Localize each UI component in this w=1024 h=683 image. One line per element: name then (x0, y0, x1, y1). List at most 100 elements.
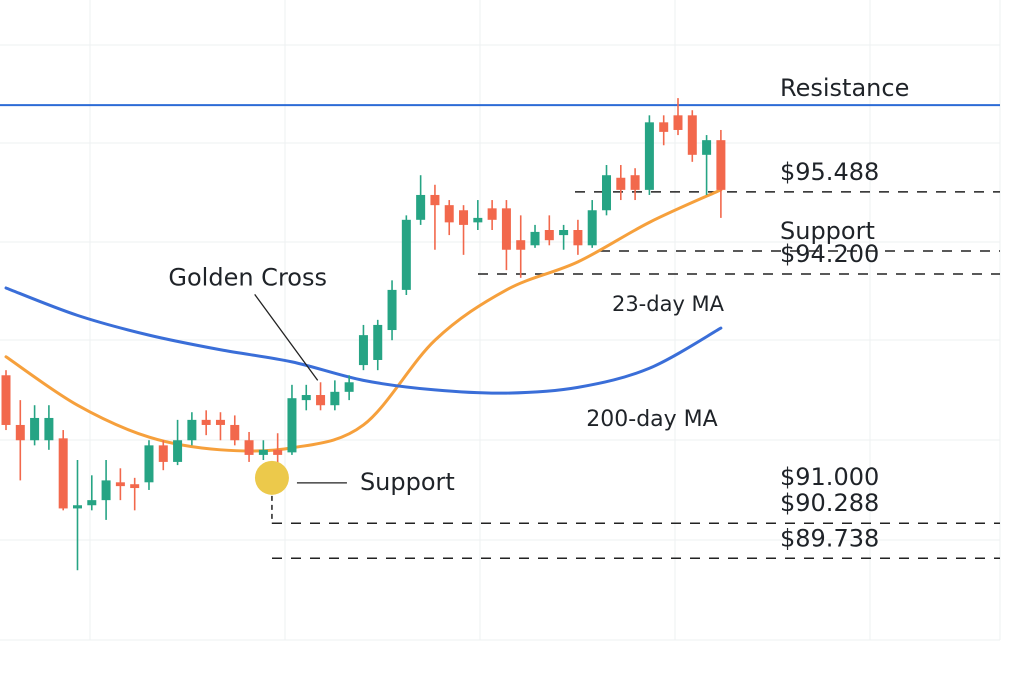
level-label: $95.488 (780, 158, 879, 186)
candle (258, 440, 268, 461)
moving-average-line (4, 286, 723, 395)
candle-body (44, 417, 54, 441)
level-label: $94.200 (780, 240, 879, 268)
candle (30, 405, 40, 446)
candle-body (687, 115, 697, 155)
candle-body (487, 208, 497, 220)
candle-body (144, 445, 154, 483)
candle (459, 205, 469, 255)
candle-body (158, 445, 168, 462)
candle-body (459, 210, 469, 225)
candle-body (501, 208, 511, 250)
candle-body (173, 440, 183, 462)
candle-body (416, 194, 426, 220)
candle (230, 415, 240, 446)
candle-body (430, 194, 440, 206)
candle-body (587, 210, 597, 246)
candle-body (530, 231, 540, 246)
candle (659, 115, 669, 146)
candle-body (559, 230, 569, 236)
background-grid (0, 0, 1001, 641)
candle-body (358, 335, 368, 366)
candle (158, 440, 168, 471)
candle (516, 215, 526, 278)
candle (72, 460, 82, 571)
candle (287, 384, 297, 455)
candle-body (401, 219, 411, 290)
level-label: Support (780, 217, 875, 245)
candle (487, 200, 497, 231)
support-label: Support (360, 468, 455, 496)
candle-body (644, 122, 654, 190)
golden-cross-label: Golden Cross (168, 263, 327, 291)
candle-body (244, 440, 254, 455)
candle (187, 412, 197, 446)
candle (373, 319, 383, 371)
candle-body (287, 398, 297, 453)
candle-body (444, 205, 454, 223)
candle (673, 98, 683, 136)
candle-body (301, 395, 311, 401)
candle (616, 165, 626, 201)
candle (244, 431, 254, 462)
candle-body (87, 500, 97, 506)
candle-body (72, 505, 82, 509)
golden-cross-pointer (254, 293, 319, 381)
candle (201, 410, 211, 436)
candle-body (673, 115, 683, 130)
candle-body (115, 482, 125, 487)
candle-body (15, 424, 25, 441)
candle (101, 460, 111, 520)
candle-body (344, 382, 354, 392)
level-label: $90.288 (780, 489, 879, 517)
candle (358, 324, 368, 371)
candle (702, 135, 712, 195)
candle-body (1, 375, 11, 425)
moving-average-line (4, 188, 723, 453)
candle (687, 110, 697, 162)
candle (330, 380, 340, 411)
candle-body (544, 230, 554, 241)
candle-body (101, 480, 111, 501)
candle-body (258, 449, 268, 455)
level-label: $89.738 (780, 524, 879, 552)
candle (58, 430, 68, 511)
support-point (254, 460, 289, 495)
candle-body (659, 122, 669, 132)
candle-body (387, 289, 397, 331)
candle (573, 219, 583, 255)
resistance-label: Resistance (780, 74, 909, 102)
candle (115, 468, 125, 501)
candle (602, 165, 612, 216)
candle-body (516, 240, 526, 250)
candle (144, 440, 154, 490)
candle (173, 419, 183, 466)
candle (444, 200, 454, 236)
legend-label: 23-day MA (612, 292, 725, 316)
candle (387, 280, 397, 341)
candle-body (316, 395, 326, 406)
candle (416, 175, 426, 225)
candle-body (201, 419, 211, 425)
candle (544, 215, 554, 246)
candle-body (187, 419, 197, 441)
candle-body (330, 391, 340, 406)
candle (501, 200, 511, 271)
candle (716, 129, 726, 218)
candle (344, 375, 354, 401)
candle-body (702, 140, 712, 155)
candle (130, 477, 140, 511)
candle-body (373, 324, 383, 360)
candle-body (473, 217, 483, 223)
candle-body (273, 449, 283, 455)
candle (15, 400, 25, 481)
candle (301, 384, 311, 411)
candle (473, 200, 483, 231)
candle-body (616, 177, 626, 190)
candle (559, 224, 569, 250)
candle (530, 224, 540, 248)
candle-body (215, 419, 225, 425)
candle (316, 382, 326, 411)
candle (430, 184, 440, 250)
